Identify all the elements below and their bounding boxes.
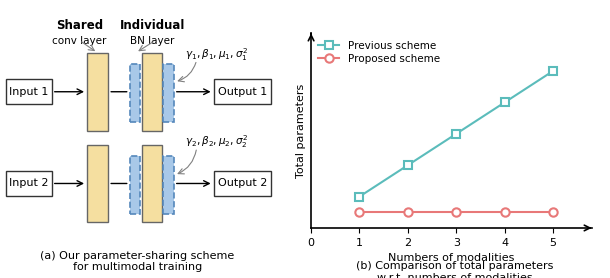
Previous scheme xyxy=(550,69,557,73)
Line: Proposed scheme: Proposed scheme xyxy=(355,208,557,217)
Proposed scheme xyxy=(356,211,363,214)
FancyBboxPatch shape xyxy=(87,145,109,222)
Text: Input 1: Input 1 xyxy=(9,87,49,97)
Text: (b) Comparison of total parameters
w.r.t. numbers of modalities: (b) Comparison of total parameters w.r.t… xyxy=(356,261,553,278)
Text: $\gamma_2, \beta_2, \mu_2, \sigma_2^2$: $\gamma_2, \beta_2, \mu_2, \sigma_2^2$ xyxy=(184,133,248,150)
Text: Shared: Shared xyxy=(56,19,103,33)
FancyBboxPatch shape xyxy=(163,156,174,214)
Proposed scheme xyxy=(550,211,557,214)
Text: Output 2: Output 2 xyxy=(218,178,267,188)
Text: BN layer: BN layer xyxy=(131,36,174,46)
FancyBboxPatch shape xyxy=(129,156,140,214)
Y-axis label: Total parameters: Total parameters xyxy=(295,83,306,178)
X-axis label: Numbers of modalities: Numbers of modalities xyxy=(388,253,515,263)
FancyBboxPatch shape xyxy=(142,145,162,222)
Text: Individual: Individual xyxy=(120,19,185,33)
Legend: Previous scheme, Proposed scheme: Previous scheme, Proposed scheme xyxy=(317,39,442,66)
Previous scheme xyxy=(453,132,460,135)
FancyBboxPatch shape xyxy=(214,171,271,196)
FancyBboxPatch shape xyxy=(6,79,52,104)
Text: conv layer: conv layer xyxy=(52,36,107,46)
Proposed scheme xyxy=(501,211,508,214)
Previous scheme xyxy=(356,195,363,198)
Text: Output 1: Output 1 xyxy=(218,87,267,97)
FancyBboxPatch shape xyxy=(6,171,52,196)
Line: Previous scheme: Previous scheme xyxy=(355,67,557,201)
FancyBboxPatch shape xyxy=(163,64,174,122)
Previous scheme xyxy=(501,101,508,104)
FancyBboxPatch shape xyxy=(129,64,140,122)
FancyBboxPatch shape xyxy=(87,53,109,131)
Proposed scheme xyxy=(453,211,460,214)
FancyBboxPatch shape xyxy=(142,53,162,131)
Previous scheme xyxy=(404,163,412,167)
Proposed scheme xyxy=(404,211,412,214)
Text: $\gamma_1, \beta_1, \mu_1, \sigma_1^2$: $\gamma_1, \beta_1, \mu_1, \sigma_1^2$ xyxy=(184,46,248,63)
Text: (a) Our parameter-sharing scheme
for multimodal training: (a) Our parameter-sharing scheme for mul… xyxy=(40,250,234,272)
Text: Input 2: Input 2 xyxy=(9,178,49,188)
FancyBboxPatch shape xyxy=(214,79,271,104)
